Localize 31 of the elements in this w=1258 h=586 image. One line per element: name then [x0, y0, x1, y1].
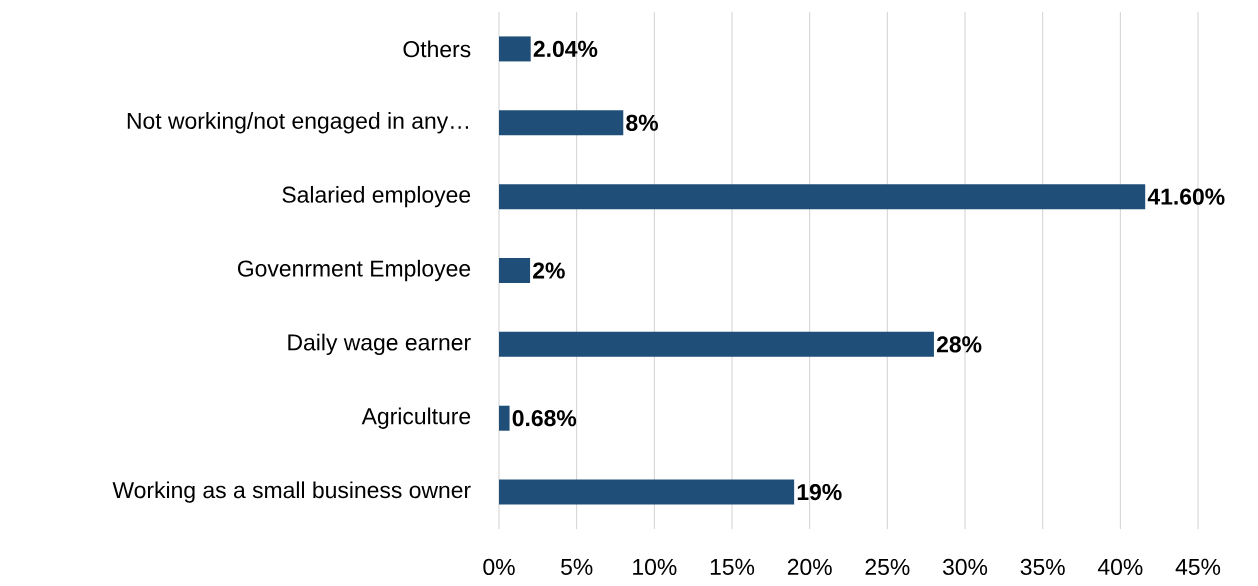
y-tick-label: Daily wage earner — [288, 333, 471, 356]
data-label: 8% — [626, 114, 658, 131]
x-tick-label: 5% — [561, 558, 593, 575]
y-tick-label: Salaried employee — [282, 185, 471, 208]
y-tick-label: Working as a small business owner — [112, 481, 471, 503]
x-tick-label: 20% — [787, 558, 832, 576]
bar — [499, 110, 624, 136]
x-tick-label: 40% — [1097, 558, 1143, 576]
x-tick-label: 0% — [483, 558, 515, 576]
data-label: 28% — [936, 336, 982, 353]
data-label: 19% — [797, 483, 842, 501]
y-tick-label: Govenrment Employee — [237, 259, 471, 282]
y-tick-label: Not working/not engaged in any… — [127, 112, 468, 134]
bar — [499, 258, 531, 283]
bar — [499, 479, 795, 505]
x-tick-label: 10% — [633, 558, 677, 576]
data-label: 0.68% — [512, 410, 577, 427]
bar — [499, 36, 531, 62]
data-label: 2% — [533, 262, 565, 279]
x-tick-label: 15% — [710, 558, 755, 575]
y-tick-label: Agriculture — [361, 407, 471, 429]
bar — [499, 405, 510, 431]
bar — [499, 331, 934, 357]
data-label: 41.60% — [1147, 188, 1225, 205]
x-tick-label: 30% — [942, 558, 988, 576]
x-tick-label: 45% — [1175, 558, 1221, 575]
x-tick-label: 25% — [865, 558, 910, 576]
data-label: 2.04% — [533, 40, 598, 58]
x-tick-label: 35% — [1020, 558, 1065, 576]
y-tick-label: Others — [403, 40, 471, 58]
bar — [499, 184, 1146, 210]
